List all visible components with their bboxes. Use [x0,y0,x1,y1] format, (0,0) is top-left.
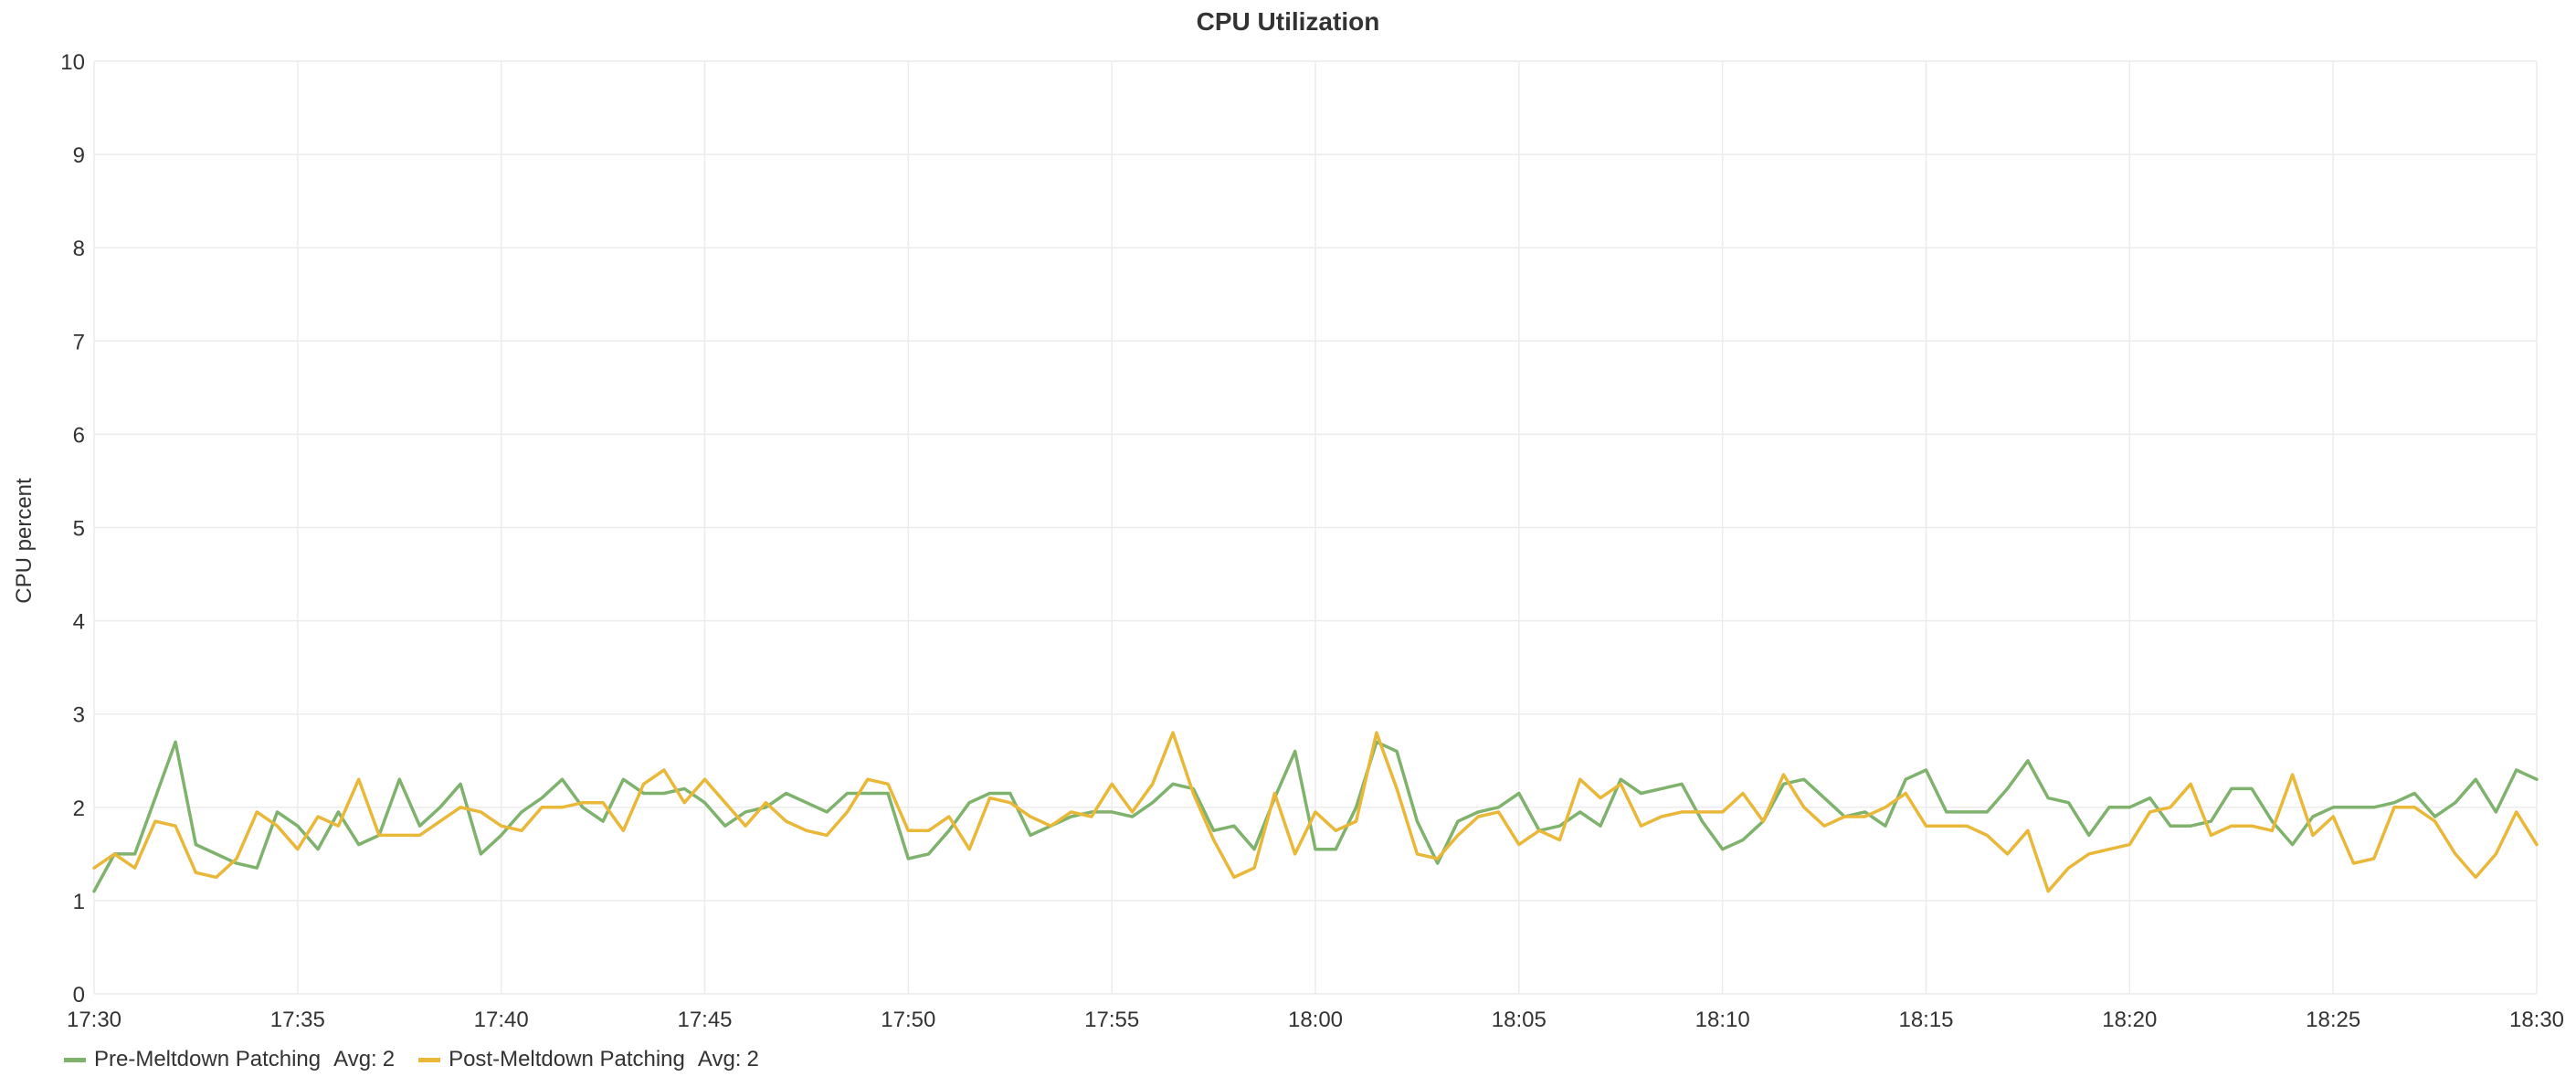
series-lines[interactable] [92,731,2539,893]
y-tick-label: 2 [73,797,85,821]
x-tick-label: 18:10 [1695,1008,1750,1032]
axes: 0 1 2 3 4 5 6 7 8 9 10 17:30 17:35 17:40 17:45 17:50 17:… [60,50,2564,1032]
y-tick-label: 5 [73,517,85,542]
legend-avg-label: Avg: [697,1047,742,1071]
x-tick-label: 18:15 [1898,1008,1953,1032]
legend-swatch [418,1057,441,1062]
x-tick-label: 18:00 [1288,1008,1343,1032]
y-tick-label: 8 [73,237,85,261]
legend: Pre-Meltdown Patching Avg: 2 Post-Meltdown … [64,1047,783,1072]
x-tick-label: 17:40 [474,1008,529,1032]
y-tick-label: 7 [73,330,85,354]
legend-avg-value: 2 [746,1047,759,1071]
y-tick-label: 4 [73,610,85,635]
series-line-pre-meltdown[interactable] [92,740,2539,893]
x-tick-label: 17:50 [881,1008,935,1032]
legend-series-name: Pre-Meltdown Patching [94,1047,322,1071]
y-tick-label: 0 [73,983,85,1008]
x-tick-label: 18:05 [1492,1008,1547,1032]
legend-item-post-meltdown[interactable]: Post-Meltdown Patching Avg: 2 [418,1047,759,1072]
x-tick-label: 17:55 [1084,1008,1139,1032]
x-tick-label: 18:25 [2306,1008,2360,1032]
chart-title: CPU Utilization [1196,7,1380,36]
legend-avg-value: 2 [382,1047,396,1071]
y-tick-label: 1 [73,890,85,914]
x-tick-label: 17:35 [270,1008,325,1032]
series-line-post-meltdown[interactable] [92,731,2539,893]
grid [93,60,2538,995]
y-tick-label: 9 [73,143,85,168]
x-tick-label: 17:45 [677,1008,732,1032]
y-tick-label: 6 [73,423,85,448]
x-tick-label: 18:20 [2102,1008,2157,1032]
y-axis-label: CPU percent [12,478,37,604]
y-tick-label: 3 [73,703,85,728]
x-tick-label: 18:30 [2509,1008,2564,1032]
legend-series-name: Post-Meltdown Patching [449,1047,685,1071]
legend-avg-label: Avg: [333,1047,377,1071]
y-tick-label: 10 [60,50,85,75]
x-tick-label: 17:30 [67,1008,121,1032]
legend-swatch [64,1057,86,1062]
legend-item-pre-meltdown[interactable]: Pre-Meltdown Patching Avg: 2 [64,1047,395,1072]
